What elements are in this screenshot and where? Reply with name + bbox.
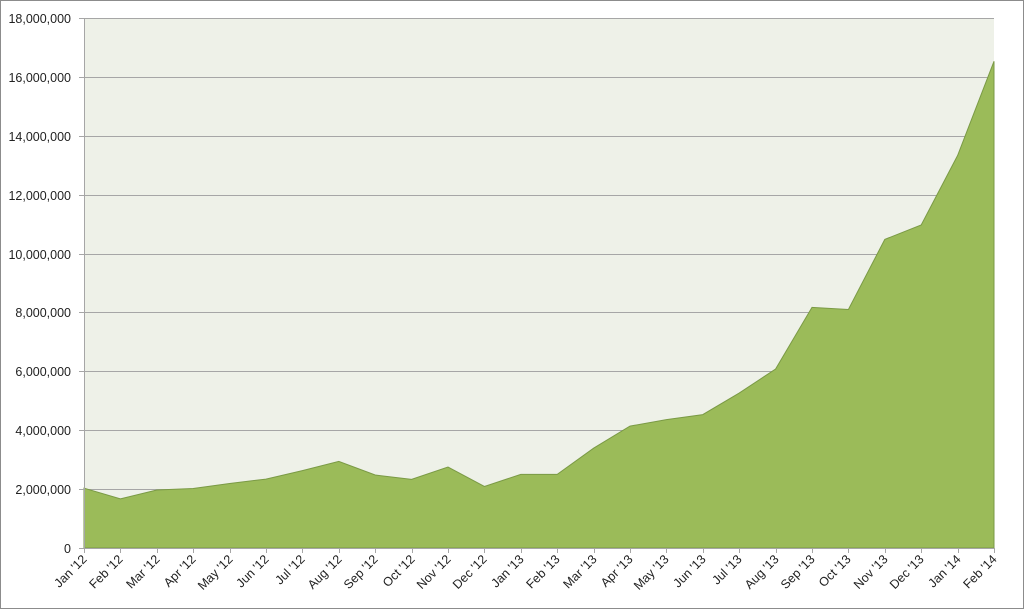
- y-tick-label: 0: [64, 542, 71, 556]
- x-tick-label: Jan '14: [925, 552, 963, 590]
- x-tick-label: Feb '14: [961, 552, 1000, 591]
- x-tick-label: Sep '12: [341, 552, 381, 592]
- x-tick-label: Oct '13: [816, 552, 854, 590]
- y-tick-label: 8,000,000: [15, 306, 71, 320]
- x-tick-label: Feb '13: [524, 552, 563, 591]
- x-tick-label: Jan '13: [488, 552, 526, 590]
- y-tick-label: 18,000,000: [8, 12, 71, 26]
- area-series: [83, 61, 995, 549]
- x-tick-label: Mar '12: [124, 552, 163, 591]
- x-tick-label: Mar '13: [561, 552, 600, 591]
- x-tick-label: Sep '13: [778, 552, 818, 592]
- y-tick-label: 6,000,000: [15, 365, 71, 379]
- y-tick-label: 12,000,000: [8, 189, 71, 203]
- x-tick-label: Nov '12: [414, 552, 454, 592]
- x-tick-label: Jun '13: [670, 552, 708, 590]
- x-tick-label: Aug '13: [742, 552, 782, 592]
- x-tick-label: Aug '12: [305, 552, 345, 592]
- x-tick-label: Oct '12: [380, 552, 418, 590]
- y-tick-label: 16,000,000: [8, 71, 71, 85]
- x-tick-label: May '12: [195, 552, 236, 593]
- x-tick-label: Jul '13: [709, 552, 744, 587]
- y-tick-label: 14,000,000: [8, 130, 71, 144]
- x-tick-label: Apr '12: [161, 552, 199, 590]
- y-tick-label: 10,000,000: [8, 248, 71, 262]
- x-tick-label: May '13: [631, 552, 672, 593]
- x-tick-label: Apr '13: [598, 552, 636, 590]
- x-tick-label: Jun '12: [233, 552, 271, 590]
- y-tick-label: 4,000,000: [15, 424, 71, 438]
- x-tick-label: Dec '12: [450, 552, 490, 592]
- x-tick-label: Nov '13: [851, 552, 891, 592]
- x-tick-label: Dec '13: [887, 552, 927, 592]
- x-tick-label: Jul '12: [272, 552, 307, 587]
- x-tick-label: Feb '12: [87, 552, 126, 591]
- y-tick-label: 2,000,000: [15, 483, 71, 497]
- y-axis: 0 2,000,000 4,000,000 6,000,000 8,000,000 10,…: [8, 12, 85, 556]
- x-tick-label: Jan '12: [51, 552, 89, 590]
